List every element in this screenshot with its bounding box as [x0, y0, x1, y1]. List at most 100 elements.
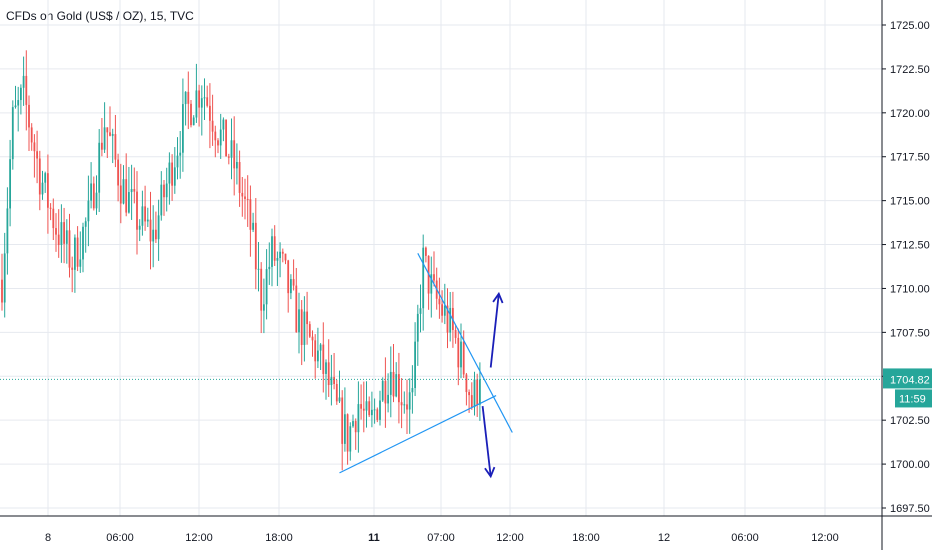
candle-body: [173, 167, 176, 186]
candle-body: [71, 267, 74, 270]
candle-body: [98, 142, 101, 193]
candle-body: [225, 119, 227, 157]
price-label: 1704.82 11:59: [883, 368, 932, 408]
candle-body: [152, 229, 155, 242]
candle-body: [20, 87, 22, 101]
countdown-box: [895, 389, 932, 408]
candle-body: [368, 401, 371, 416]
candle-body: [214, 131, 217, 141]
symbol-title: CFDs on Gold (US$ / OZ), 15, TVC: [6, 9, 194, 23]
candle-body: [60, 222, 63, 246]
candle-body: [314, 340, 317, 362]
candle-body: [335, 383, 338, 402]
candle-body: [308, 324, 311, 337]
candle-body: [311, 336, 314, 341]
candle-body: [249, 199, 252, 230]
candle-body: [449, 307, 452, 333]
candle-body: [398, 374, 400, 403]
candle-body: [327, 362, 330, 386]
candle-body: [198, 90, 200, 108]
candle-body: [219, 129, 222, 146]
candle-body: [68, 230, 71, 268]
candle-body: [395, 374, 398, 397]
candle-body: [430, 274, 433, 294]
candle-body: [371, 409, 373, 416]
candle-body: [22, 75, 25, 88]
candle-body: [238, 162, 241, 193]
candle-body: [222, 119, 225, 130]
candle-body: [106, 127, 109, 133]
candle-body: [11, 107, 14, 160]
candle-body: [168, 162, 171, 184]
candle-body: [206, 97, 209, 106]
candle-body: [241, 192, 244, 197]
candle-body: [138, 225, 141, 230]
x-tick-label: 12: [658, 532, 670, 544]
candle-body: [389, 371, 392, 395]
candle-body: [76, 237, 79, 267]
candle-body: [373, 409, 376, 411]
candle-body: [419, 308, 422, 314]
candle-body: [114, 134, 117, 160]
y-tick-label: 1725.00: [890, 20, 930, 32]
candle-body: [130, 188, 133, 193]
candle-body: [416, 313, 419, 342]
candle-body: [333, 377, 335, 384]
candle-body: [392, 371, 395, 397]
candle-body: [122, 179, 125, 204]
candle-body: [28, 104, 30, 128]
candle-body: [263, 304, 265, 311]
candle-body: [211, 120, 214, 132]
candle-body: [433, 274, 435, 281]
candle-body: [387, 394, 389, 404]
y-tick-label: 1707.50: [890, 327, 930, 339]
price-label-box: [883, 368, 932, 389]
candle-body: [192, 117, 195, 126]
candle-body: [233, 140, 236, 169]
x-tick-label: 12:00: [496, 532, 524, 544]
y-tick-label: 1700.00: [890, 459, 930, 471]
candle-body: [217, 140, 219, 146]
candle-body: [306, 311, 308, 325]
candle-body: [360, 404, 362, 409]
candle-body: [163, 184, 165, 198]
candle-body: [179, 152, 182, 156]
x-tick-label: 8: [45, 532, 51, 544]
y-tick-label: 1722.50: [890, 64, 930, 76]
candle-body: [227, 156, 230, 158]
candle-body: [403, 404, 406, 406]
candle-body: [184, 91, 187, 105]
candle-body: [379, 400, 381, 420]
candle-body: [136, 191, 138, 230]
y-tick-label: 1702.50: [890, 415, 930, 427]
candle-body: [381, 380, 384, 401]
candle-body: [400, 402, 403, 406]
candle-body: [63, 222, 65, 244]
candle-body: [195, 90, 198, 118]
arrow-up: [489, 293, 500, 368]
candle-body: [425, 247, 427, 256]
candle-body: [408, 392, 411, 410]
drawings: [0, 253, 882, 479]
candle-body: [271, 236, 273, 267]
countdown-label: 11:59: [899, 393, 926, 405]
candle-body: [422, 247, 425, 309]
candle-body: [317, 350, 319, 362]
candle-body: [47, 173, 49, 208]
candle-body: [273, 236, 276, 261]
x-tick-label: 18:00: [265, 532, 293, 544]
x-tick-label: 12:00: [185, 532, 213, 544]
candle-body: [454, 329, 457, 338]
candle-body: [376, 409, 379, 420]
candle-body: [133, 188, 136, 192]
candle-body: [462, 341, 465, 375]
candle-body: [230, 140, 233, 158]
candle-body: [470, 395, 473, 408]
candle-body: [476, 379, 479, 405]
candle-body: [330, 377, 333, 386]
candle-body: [265, 269, 268, 305]
candle-body: [52, 208, 55, 229]
candle-body: [38, 158, 41, 195]
price-label-value: 1704.82: [890, 374, 930, 386]
